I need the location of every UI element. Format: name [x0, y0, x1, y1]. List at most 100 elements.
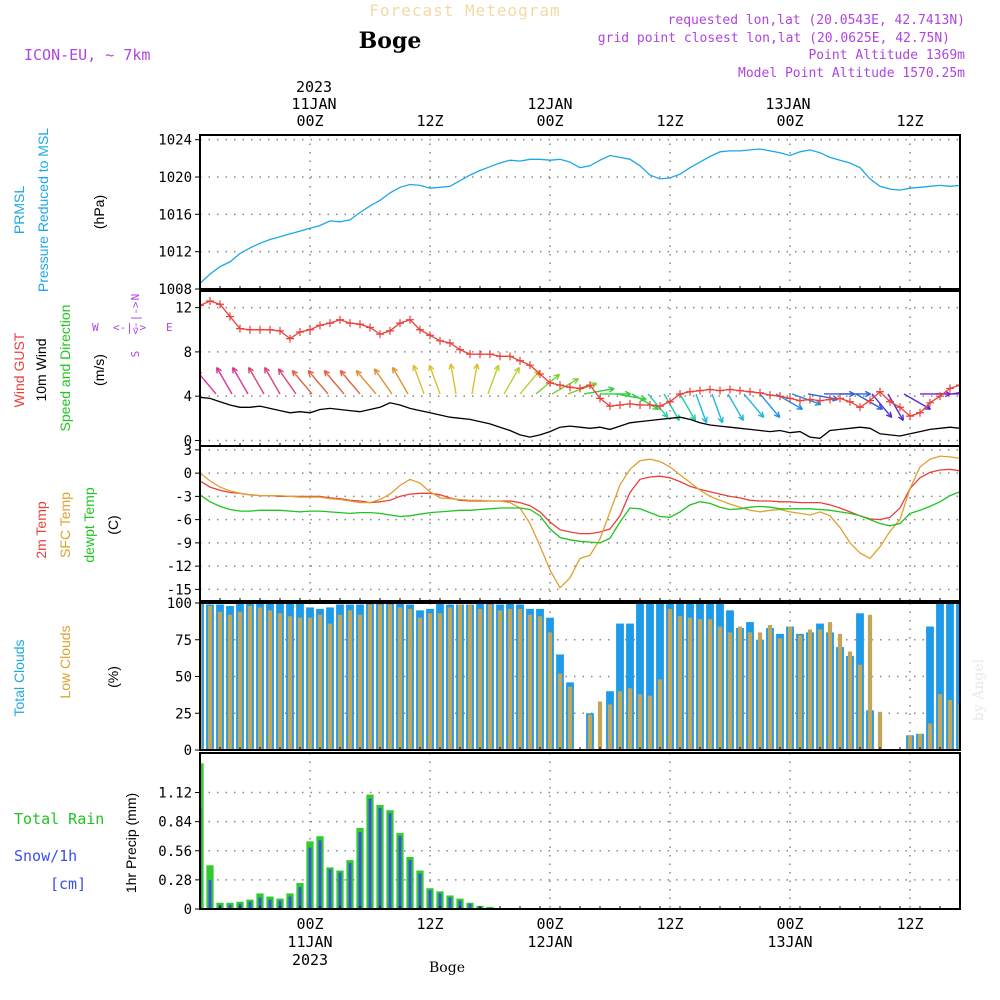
total-clouds-label: Total Clouds	[11, 639, 27, 716]
wind-arrow-head	[248, 366, 255, 372]
panel-frame	[199, 290, 961, 447]
wind-arrow-head	[373, 368, 377, 375]
snow-bar	[338, 872, 342, 909]
low-cloud-bar	[397, 607, 403, 750]
wind-arrow-head	[308, 369, 315, 374]
temp-dewpt-line	[200, 491, 960, 544]
gust-point	[206, 296, 214, 305]
ytick-label: 75	[175, 633, 192, 649]
wind-arrow-head	[976, 387, 982, 389]
total-cloud-bar	[936, 603, 944, 750]
low-cloud-bar	[237, 611, 243, 750]
wind-arrow-head	[798, 403, 804, 410]
wind-arrow-head	[356, 369, 363, 374]
wind-arrow	[264, 367, 281, 395]
snow-bar	[278, 900, 282, 909]
gust-point	[886, 397, 894, 406]
gust-point	[246, 325, 254, 334]
wind-arrow-head	[264, 366, 271, 372]
wind-arrow-head	[196, 371, 197, 377]
wind-arrow-head	[705, 416, 708, 423]
gust-point	[366, 323, 374, 332]
bottom-date-label-11jan: 11JAN	[287, 933, 332, 951]
gust-point	[776, 392, 784, 401]
low-cloud-bar	[0, 750, 4, 751]
wind-arrow	[232, 367, 249, 395]
total-cloud-bar	[0, 603, 8, 750]
low-cloud-bar	[757, 632, 763, 750]
snow-bar	[378, 808, 382, 909]
gust-point	[706, 385, 714, 394]
temp-dewpt-label: dewpt Temp	[81, 487, 97, 562]
low-cloud-bar	[607, 704, 613, 750]
model-altitude: Model Point Altitude 1570.25m	[738, 66, 965, 81]
low-cloud-bar	[847, 651, 853, 750]
snow-bar	[228, 904, 232, 909]
ytick-label: -3	[175, 489, 192, 505]
ytick-label: 0	[184, 743, 192, 759]
gust-point	[686, 387, 694, 396]
wind-arrow-head	[961, 391, 966, 394]
ytick-label: 25	[175, 706, 192, 722]
wind-arrow-head	[832, 398, 839, 402]
total-rain-label: Total Rain	[14, 810, 104, 828]
wind-arrow-head	[737, 416, 744, 422]
wind-arrow	[216, 367, 233, 395]
snow-bars	[200, 798, 502, 909]
wind-arrow-head	[689, 416, 696, 422]
wind-arrow-head	[177, 374, 183, 375]
snow-bar	[438, 893, 442, 909]
panel-frame	[199, 134, 961, 290]
low-cloud-bar	[207, 605, 213, 750]
gust-point	[286, 334, 294, 343]
ytick-label: 0	[184, 433, 192, 449]
wind-arrow-head	[761, 411, 765, 418]
ytick-label: 1020	[158, 170, 192, 186]
low-cloud-bar	[527, 614, 533, 750]
low-cloud-bar	[517, 608, 523, 750]
gust-point	[256, 325, 264, 334]
low-cloud-bars	[0, 604, 960, 751]
gust-point	[216, 300, 224, 309]
gust-point	[316, 321, 324, 330]
wind-arrow-head	[777, 411, 781, 418]
gust-point	[626, 399, 634, 408]
wind-arrow-head	[339, 370, 343, 377]
snow-bar	[318, 840, 322, 909]
top-date-label-11jan: 11JAN	[291, 95, 336, 113]
wind-arrow	[471, 363, 479, 395]
total-cloud-bar	[616, 623, 624, 750]
snow-bar	[208, 879, 212, 909]
wind-arrow-head	[278, 368, 285, 373]
low-cloud-bar	[307, 617, 313, 750]
ytick-label: 0	[184, 466, 192, 482]
low-cloud-bar	[867, 614, 873, 750]
low-cloud-bar	[297, 617, 303, 750]
wind-arrow-head	[374, 368, 381, 373]
low-clouds-label: Low Clouds	[57, 625, 73, 698]
wind-arrow-head	[412, 365, 415, 372]
gust-point	[386, 326, 394, 335]
low-cloud-bar	[227, 614, 233, 750]
ytick-label: 0.84	[158, 815, 192, 831]
wind-arrow-head	[590, 382, 597, 385]
top-hour-label: 00Z	[776, 112, 803, 130]
wind-arrow-head	[323, 370, 327, 377]
wind-arrow	[807, 393, 839, 400]
snow-bar	[428, 890, 432, 909]
top-hour-label: 12Z	[416, 112, 443, 130]
plot-area-temperature	[200, 455, 960, 589]
gust-point	[736, 386, 744, 395]
gust-point	[926, 398, 934, 407]
wind-arrow-head	[473, 363, 478, 370]
ytick-label: 100	[167, 596, 192, 612]
wind-arrow-head	[292, 369, 299, 374]
wind-arrow-head	[721, 416, 724, 423]
gust-point	[486, 350, 494, 359]
wind-arrow	[392, 367, 409, 395]
snow-bar	[308, 847, 312, 909]
gust-point	[326, 319, 334, 328]
ytick-label: -15	[167, 582, 192, 598]
total-cloud-bar	[646, 603, 654, 750]
